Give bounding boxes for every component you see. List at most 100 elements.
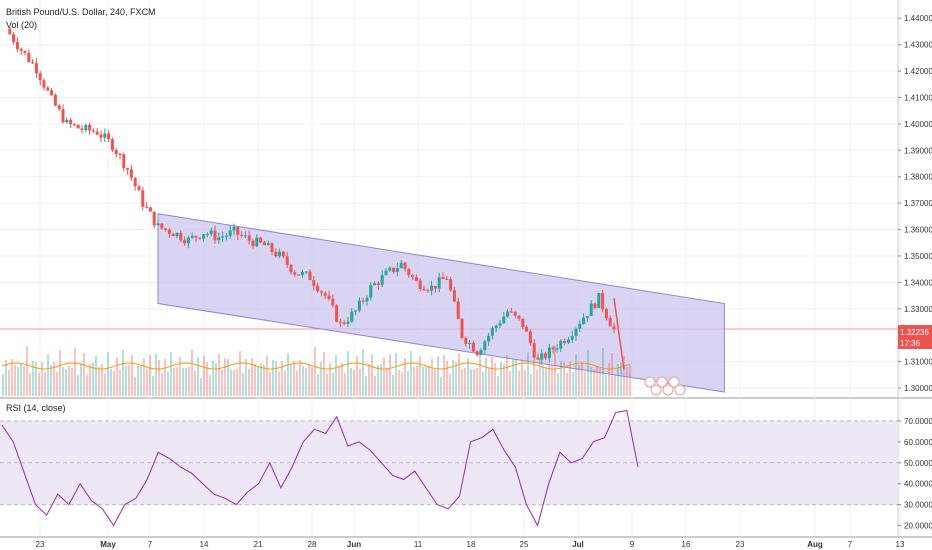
candle-body [502, 316, 506, 324]
volume-bar [344, 373, 346, 396]
candle-body [437, 277, 441, 289]
candle-body [354, 310, 358, 312]
candle-body [300, 271, 304, 275]
candle-body [88, 125, 92, 131]
volume-bar [191, 349, 193, 396]
candle-body [479, 349, 483, 355]
volume-bar [200, 378, 202, 396]
time-tick-label: Jul [572, 540, 584, 549]
volume-bar [14, 365, 16, 396]
volume-bar [287, 353, 289, 396]
volume-bar [350, 368, 352, 396]
volume-bar [491, 357, 493, 396]
volume-bar [167, 372, 169, 396]
candle-body [224, 235, 228, 237]
candle-body [23, 50, 27, 53]
volume-bar [533, 360, 535, 396]
volume-bar [437, 356, 439, 396]
candle-body [422, 289, 426, 291]
candle-body [107, 133, 111, 140]
candle-body [217, 237, 221, 241]
candle-body [255, 237, 259, 247]
volume-bar [356, 356, 358, 396]
volume-bar [494, 363, 496, 396]
candle-body [91, 130, 95, 132]
candle-body [8, 28, 12, 35]
chart-title: British Pound/U.S. Dollar, 240, FXCM [6, 7, 156, 17]
volume-bar [161, 373, 163, 396]
volume-bar [95, 356, 97, 396]
price-badge: 1.32236 17:36 [898, 325, 932, 349]
candle-body [498, 323, 502, 326]
candle-body [350, 311, 354, 322]
volume-bar [20, 364, 22, 396]
volume-bar [251, 358, 253, 396]
volume-bar [341, 363, 343, 396]
rsi-tick-label: 30.0000 [904, 501, 932, 510]
candle-body [175, 232, 179, 237]
volume-bar [35, 362, 37, 396]
candle-body [528, 331, 532, 344]
volume-bar [389, 354, 391, 396]
rsi-indicator-label: RSI (14, close) [6, 403, 66, 413]
candle-body [433, 285, 437, 289]
volume-bar [140, 364, 142, 396]
price-tick-label: 1.41000 [904, 93, 932, 102]
candle-body [578, 324, 582, 329]
candle-body [38, 73, 42, 81]
time-tick-label: 7 [848, 540, 853, 549]
volume-bar [404, 358, 406, 396]
volume-bar [440, 377, 442, 396]
candle-body [46, 87, 50, 91]
volume-bar [608, 363, 610, 396]
time-tick-label: 11 [414, 540, 423, 549]
time-tick-label: Jun [347, 540, 361, 549]
volume-bar [431, 359, 433, 396]
volume-bar [560, 361, 562, 396]
candle-body [468, 342, 472, 344]
candle-body [426, 290, 430, 292]
candle-body [407, 268, 411, 276]
rsi-tick-label: 60.0000 [904, 438, 932, 447]
candle-body [357, 300, 361, 311]
rsi-tick-label: 20.0000 [904, 522, 932, 531]
volume-bar [26, 346, 28, 396]
candle-body [316, 285, 320, 292]
candle-body [53, 94, 57, 106]
volume-bar [116, 357, 118, 396]
trend-channel[interactable] [157, 213, 725, 393]
volume-bar [542, 365, 544, 396]
candle-body [251, 240, 255, 247]
volume-bar [326, 373, 328, 396]
volume-bar [56, 372, 58, 396]
candle-body [487, 335, 491, 342]
time-tick-label: 14 [200, 540, 209, 549]
price-tick-label: 1.42000 [904, 67, 932, 76]
volume-bar [443, 355, 445, 396]
time-tick-label: 9 [630, 540, 635, 549]
channel-fill [157, 213, 725, 393]
volume-bar [569, 362, 571, 396]
candle-body [460, 318, 464, 338]
volume-bar [296, 371, 298, 396]
volume-bar [245, 359, 247, 396]
candle-body [61, 109, 65, 123]
candle-body [95, 131, 99, 135]
candle-body [384, 270, 388, 276]
candle-body [145, 206, 149, 208]
candle-body [289, 264, 293, 273]
volume-bar [197, 357, 199, 396]
volume-bar [518, 370, 520, 396]
candle-body [232, 227, 236, 231]
volume-bar [611, 353, 613, 396]
volume-bar [11, 359, 13, 396]
candle-body [270, 243, 274, 252]
price-badge-bg [898, 325, 932, 349]
time-tick-label: 23 [736, 540, 745, 549]
time-tick-label: 28 [308, 540, 317, 549]
volume-bar [131, 355, 133, 396]
volume-bar [275, 361, 277, 396]
candle-body [278, 251, 282, 257]
volume-bar [263, 365, 265, 396]
volume-bar [2, 374, 4, 396]
